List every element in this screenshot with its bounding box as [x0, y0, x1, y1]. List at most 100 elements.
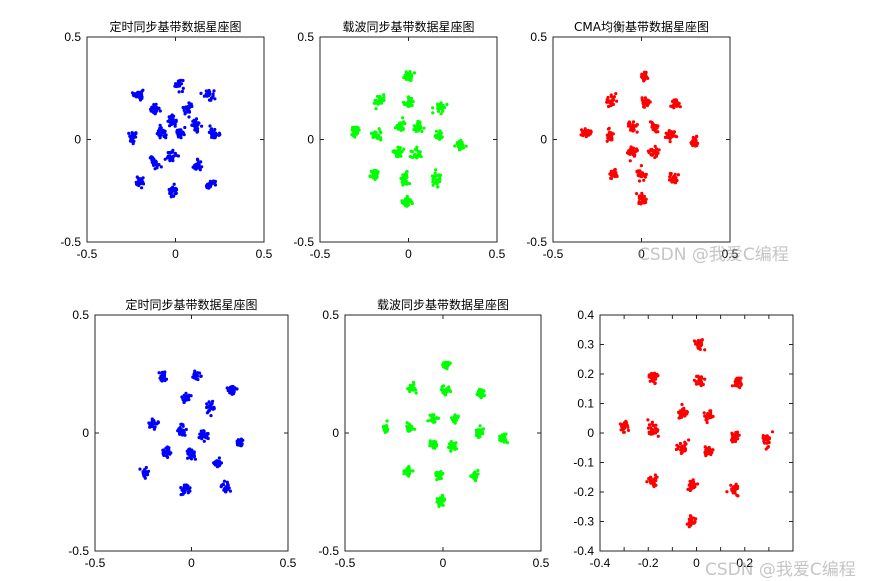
data-point	[620, 425, 624, 429]
data-point	[476, 468, 480, 473]
data-point	[477, 428, 481, 432]
data-point	[439, 131, 443, 135]
constellation-cluster	[626, 120, 639, 134]
data-point	[688, 488, 692, 493]
data-point	[627, 152, 631, 156]
constellation-cluster	[635, 164, 648, 183]
data-point	[643, 96, 648, 100]
data-point	[645, 480, 649, 484]
data-point	[177, 90, 181, 94]
data-point	[402, 147, 406, 151]
data-point	[680, 444, 685, 448]
constellation-cluster	[173, 78, 185, 94]
data-point	[407, 71, 411, 75]
data-point	[455, 142, 459, 146]
data-point	[409, 426, 413, 430]
data-point	[650, 120, 654, 124]
constellation-cluster	[163, 148, 180, 163]
data-point	[438, 498, 442, 502]
data-point	[145, 472, 149, 476]
data-point	[160, 370, 164, 374]
data-point	[736, 378, 741, 382]
data-point	[699, 343, 704, 347]
data-point	[229, 385, 233, 389]
data-point	[611, 98, 615, 102]
axes-box	[319, 36, 498, 243]
data-point	[402, 472, 406, 476]
y-tick-label: 0	[332, 426, 339, 440]
data-point	[212, 89, 216, 93]
data-point	[673, 172, 677, 176]
constellation-cluster	[138, 465, 151, 480]
data-point	[372, 101, 376, 105]
data-point	[692, 516, 696, 520]
x-tick-label: -0.5	[310, 247, 331, 261]
constellation-cluster	[441, 360, 452, 371]
data-point	[192, 118, 196, 122]
data-point	[173, 122, 177, 126]
data-point	[408, 389, 412, 394]
constellation-cluster	[435, 493, 447, 508]
data-point	[605, 100, 609, 104]
y-tick-label: -0.2	[573, 485, 594, 499]
constellation-cluster	[689, 134, 700, 148]
data-point	[175, 128, 179, 132]
constellation-cluster	[703, 445, 715, 458]
data-point	[355, 125, 359, 129]
data-point	[212, 179, 216, 183]
y-tick-label: -0.1	[573, 456, 594, 470]
y-tick-label: 0	[307, 133, 314, 147]
data-point	[642, 178, 646, 182]
data-point	[184, 391, 188, 395]
data-point	[471, 475, 475, 479]
data-point	[672, 177, 676, 181]
data-point	[667, 132, 672, 136]
data-point	[144, 465, 148, 470]
data-point	[635, 123, 639, 127]
data-point	[226, 484, 230, 488]
data-point	[706, 450, 710, 454]
data-point	[202, 439, 206, 443]
data-point	[637, 201, 641, 205]
constellation-cluster	[408, 145, 423, 160]
y-tick-label: -0.4	[573, 544, 594, 558]
constellation-cluster	[677, 402, 690, 420]
data-point	[208, 405, 212, 409]
data-point	[165, 156, 169, 160]
constellation-cluster	[405, 421, 417, 433]
constellation-cluster	[402, 70, 417, 82]
data-point	[400, 123, 404, 127]
data-point	[457, 144, 461, 149]
data-point	[639, 164, 644, 168]
data-point	[131, 142, 135, 146]
data-point	[695, 343, 699, 347]
data-point	[409, 96, 414, 101]
y-tick-label: 0.5	[322, 308, 339, 322]
constellation-cluster	[730, 376, 743, 390]
data-point	[670, 99, 675, 103]
data-point	[643, 198, 647, 202]
data-point	[415, 145, 419, 149]
data-point	[186, 484, 190, 488]
data-point	[701, 382, 705, 387]
data-point	[188, 105, 192, 109]
data-point	[226, 388, 230, 393]
data-point	[766, 445, 771, 449]
data-point	[704, 446, 709, 450]
data-point	[127, 131, 131, 135]
data-point	[609, 94, 613, 99]
data-point	[681, 447, 685, 451]
data-point	[642, 201, 646, 205]
data-point	[734, 486, 738, 490]
constellation-cluster	[412, 119, 426, 134]
x-tick-label: -0.5	[543, 247, 564, 261]
data-point	[408, 182, 412, 186]
data-point	[179, 82, 184, 86]
data-point	[179, 486, 183, 490]
data-point	[397, 127, 401, 131]
y-tick-label: 0	[82, 426, 89, 440]
data-point	[135, 93, 139, 97]
data-point	[694, 380, 698, 384]
constellation-cluster	[166, 113, 178, 128]
constellation-cluster	[605, 126, 615, 143]
